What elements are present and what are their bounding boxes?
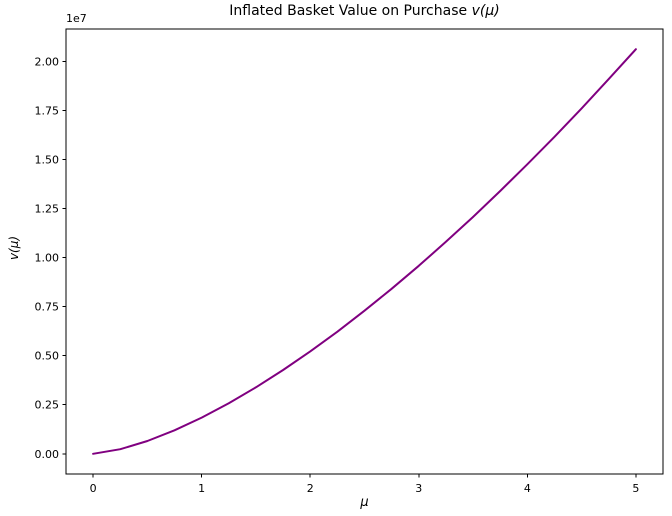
axis-ticks [62,61,637,478]
data-line [92,48,637,455]
y-tick-label: 0.25 [35,399,60,412]
x-tick-label: 5 [632,482,639,495]
chart-title: Inflated Basket Value on Purchase v(μ) [66,3,663,19]
x-axis-label: μ [360,495,369,510]
y-axis-offset-label: 1e7 [66,12,87,25]
y-tick-label: 2.00 [35,56,60,69]
y-tick-label: 0.75 [35,301,60,314]
y-tick-label: 1.25 [35,203,60,216]
x-tick-label: 3 [415,482,422,495]
y-tick-label: 1.75 [35,105,60,118]
x-tick-label: 2 [307,482,314,495]
x-tick-label: 1 [198,482,205,495]
y-tick-label: 0.00 [35,448,60,461]
x-tick-label: 0 [90,482,97,495]
y-tick-label: 0.50 [35,350,60,363]
plot-border [65,28,664,475]
chart-title-text: Inflated Basket Value on Purchase [229,3,472,19]
y-tick-label: 1.00 [35,252,60,265]
axis-tick-labels: 0 1 2 3 4 5 0.00 0.25 0.50 0.75 1.00 1.25 1.50 1.75 2.… [35,56,640,495]
x-tick-label: 4 [524,482,531,495]
chart-title-math: v(μ) [471,3,500,19]
y-tick-label: 1.50 [35,154,60,167]
